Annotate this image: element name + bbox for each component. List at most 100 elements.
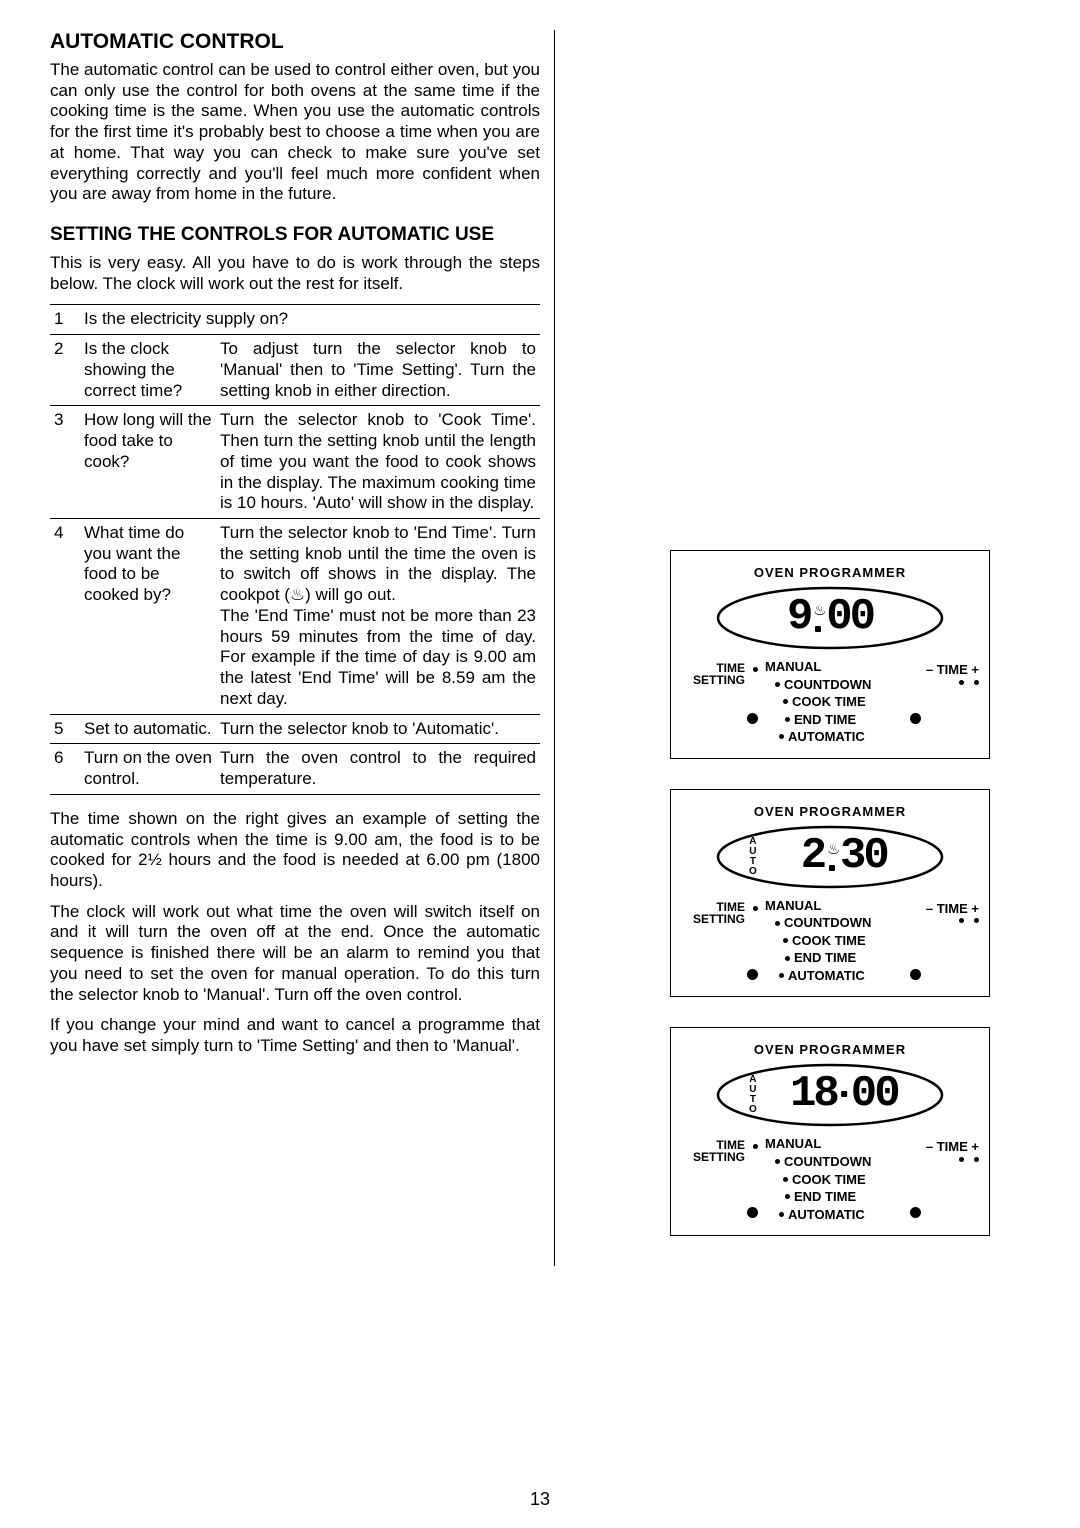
menu-item: MANUAL (765, 897, 903, 915)
selector-dot-icon (753, 1144, 758, 1149)
step-question: Is the clock showing the correct time? (80, 335, 216, 406)
seven-segment-display: 1800 (790, 1069, 898, 1119)
table-row: 2Is the clock showing the correct time?T… (50, 335, 540, 406)
time-setting-label: TIMESETTING (681, 1139, 745, 1163)
step-answer: Turn the selector knob to 'Cook Time'. T… (216, 406, 540, 519)
step-answer: Turn the oven control to the required te… (216, 744, 540, 794)
menu-label: MANUAL (765, 1135, 821, 1153)
menu-label: END TIME (794, 711, 856, 729)
page: AUTOMATIC CONTROL The automatic control … (0, 0, 1080, 1528)
menu-label: COOK TIME (792, 1171, 866, 1189)
auto-indicator: AUTO (749, 837, 757, 877)
right-indicator-dot-icon (910, 969, 921, 980)
left-indicator-dot-icon (747, 1207, 758, 1218)
bullet-icon (775, 1159, 780, 1164)
bullet-icon (783, 699, 788, 704)
table-row: 5Set to automatic.Turn the selector knob… (50, 714, 540, 744)
bullet-icon (783, 1177, 788, 1182)
subheading: SETTING THE CONTROLS FOR AUTOMATIC USE (50, 223, 540, 247)
step-number: 6 (50, 744, 80, 794)
display-oval: AUTO 1800 (715, 1063, 945, 1127)
cancel-paragraph: If you change your mind and want to canc… (50, 1015, 540, 1056)
step-question: Is the electricity supply on? (80, 305, 540, 335)
time-plus-label: – TIME + (923, 901, 979, 924)
menu-item: COUNTDOWN (775, 914, 903, 932)
bullet-icon (775, 682, 780, 687)
page-number: 13 (0, 1489, 1080, 1510)
clock-paragraph: The clock will work out what time the ov… (50, 902, 540, 1006)
step-question: Set to automatic. (80, 714, 216, 744)
auto-indicator: AUTO (749, 1075, 757, 1115)
right-column: OVEN PROGRAMMER9♨00TIMESETTINGMANUALCOUN… (555, 30, 1030, 1266)
menu-label: MANUAL (765, 897, 821, 915)
step-question: Turn on the oven control. (80, 744, 216, 794)
menu-label: COUNTDOWN (784, 914, 871, 932)
menu-item: AUTOMATIC (779, 1206, 903, 1224)
left-column: AUTOMATIC CONTROL The automatic control … (50, 30, 555, 1266)
example-paragraph: The time shown on the right gives an exa… (50, 809, 540, 892)
menu-item: COUNTDOWN (775, 1153, 903, 1171)
table-row: 4What time do you want the food to be co… (50, 518, 540, 714)
cookpot-icon: ♨ (828, 841, 836, 859)
menu-list: MANUALCOUNTDOWNCOOK TIMEEND TIMEAUTOMATI… (765, 658, 903, 746)
menu-label: MANUAL (765, 658, 821, 676)
menu-label: COOK TIME (792, 693, 866, 711)
panel-header: OVEN PROGRAMMER (681, 565, 979, 580)
step-question: What time do you want the food to be coo… (80, 518, 216, 714)
bullet-icon (779, 734, 784, 739)
step-number: 4 (50, 518, 80, 714)
right-indicator-dot-icon (910, 713, 921, 724)
oven-programmer-panel-2: OVEN PROGRAMMER AUTO2♨30 TIMESETTING MANUAL… (670, 789, 990, 998)
display-oval: 9♨00 (715, 586, 945, 650)
menu-item: COOK TIME (783, 1171, 903, 1189)
sub-intro-paragraph: This is very easy. All you have to do is… (50, 253, 540, 294)
menu-label: AUTOMATIC (788, 1206, 865, 1224)
menu-label: END TIME (794, 949, 856, 967)
menu-item: MANUAL (765, 658, 903, 676)
menu-list: MANUALCOUNTDOWNCOOK TIMEEND TIMEAUTOMATI… (765, 897, 903, 985)
step-number: 3 (50, 406, 80, 519)
selector-dot-icon (753, 906, 758, 911)
left-indicator-dot-icon (747, 969, 758, 980)
bullet-icon (775, 921, 780, 926)
menu-item: AUTOMATIC (779, 728, 903, 746)
steps-table: 1Is the electricity supply on?2Is the cl… (50, 304, 540, 794)
panels-stack: OVEN PROGRAMMER9♨00TIMESETTINGMANUALCOUN… (569, 550, 1030, 1236)
step-answer: Turn the selector knob to 'End Time'. Tu… (216, 518, 540, 714)
menu-list: MANUALCOUNTDOWNCOOK TIMEEND TIMEAUTOMATI… (765, 1135, 903, 1223)
panel-header: OVEN PROGRAMMER (681, 804, 979, 819)
menu-item: END TIME (785, 711, 903, 729)
panel-controls: TIMESETTING MANUALCOUNTDOWNCOOK TIMEEND T… (681, 897, 979, 985)
cookpot-icon: ♨ (814, 602, 822, 620)
selector-dot-icon (753, 667, 758, 672)
display-oval: AUTO2♨30 (715, 825, 945, 889)
panel-header: OVEN PROGRAMMER (681, 1042, 979, 1057)
table-row: 6Turn on the oven control.Turn the oven … (50, 744, 540, 794)
oven-programmer-panel-3: OVEN PROGRAMMER AUTO 1800 TIMESETTING MANUAL… (670, 1027, 990, 1236)
two-column-layout: AUTOMATIC CONTROL The automatic control … (50, 30, 1030, 1266)
left-indicator-dot-icon (747, 713, 758, 724)
right-indicator-dot-icon (910, 1207, 921, 1218)
menu-item: END TIME (785, 1188, 903, 1206)
menu-item: MANUAL (765, 1135, 903, 1153)
bullet-icon (785, 1194, 790, 1199)
menu-label: COOK TIME (792, 932, 866, 950)
time-plus-label: – TIME + (923, 1139, 979, 1162)
time-setting-label: TIMESETTING (681, 901, 745, 925)
time-plus-label: – TIME + (923, 662, 979, 685)
bullet-icon (785, 956, 790, 961)
step-number: 1 (50, 305, 80, 335)
menu-label: COUNTDOWN (784, 676, 871, 694)
intro-paragraph: The automatic control can be used to con… (50, 60, 540, 205)
menu-label: AUTOMATIC (788, 967, 865, 985)
menu-label: AUTOMATIC (788, 728, 865, 746)
step-number: 2 (50, 335, 80, 406)
menu-item: COUNTDOWN (775, 676, 903, 694)
table-row: 3How long will the food take to cook?Tur… (50, 406, 540, 519)
oven-programmer-panel-1: OVEN PROGRAMMER 9♨00 TIMESETTINGMANUALCOUN… (670, 550, 990, 759)
menu-item: END TIME (785, 949, 903, 967)
bullet-icon (779, 1212, 784, 1217)
panel-controls: TIMESETTINGMANUALCOUNTDOWNCOOK TIMEEND T… (681, 658, 979, 746)
table-row: 1Is the electricity supply on? (50, 305, 540, 335)
step-question: How long will the food take to cook? (80, 406, 216, 519)
